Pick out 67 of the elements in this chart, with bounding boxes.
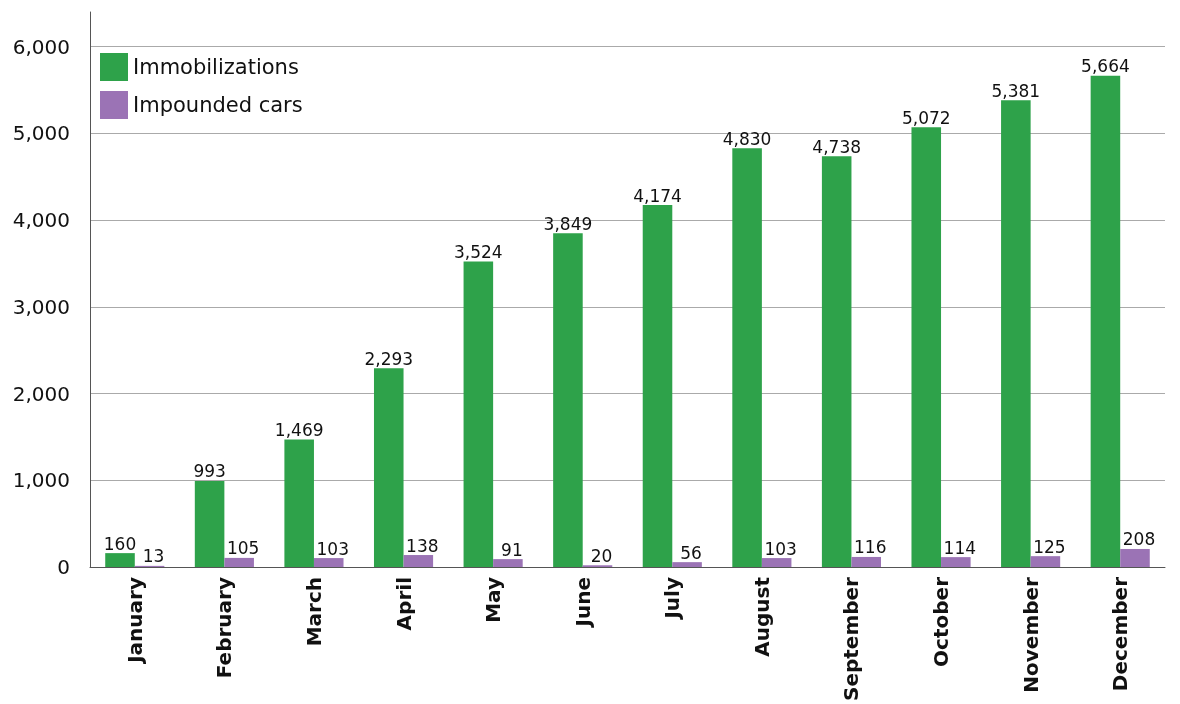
x-tick-label: February [212,577,237,679]
bar [642,205,673,568]
x-tick-label: November [1018,576,1043,693]
data-label: 3,524 [454,241,503,262]
bar [672,562,702,568]
data-label: 91 [501,539,523,560]
data-label: 5,072 [901,107,951,128]
x-tick-label: October [929,576,954,667]
bar [821,156,852,568]
data-label: 103 [316,538,349,559]
x-tick-label: May [481,577,506,623]
data-label: 5,664 [1081,56,1130,77]
data-label: 4,830 [722,128,772,149]
bar [284,439,314,568]
bar [493,559,523,568]
y-tick-label: 3,000 [12,294,70,319]
bar [761,558,792,568]
data-label: 114 [943,537,977,558]
data-label: 125 [1033,536,1066,557]
data-label: 56 [680,542,702,563]
bar [403,555,434,568]
bar [194,480,225,568]
bar [1120,548,1150,568]
data-label: 208 [1122,529,1156,550]
data-label: 2,293 [364,348,414,369]
data-label: 116 [854,537,887,558]
bar [851,556,882,568]
x-tick-label: September [839,576,864,702]
x-tick-label: April [391,577,416,631]
y-tick-label: 2,000 [12,381,70,406]
data-label: 4,174 [633,185,682,206]
data-label: 160 [103,533,137,554]
bar [463,261,494,568]
x-tick-label: August [749,576,774,657]
data-label: 138 [406,535,439,556]
bar [1090,75,1121,568]
y-tick-label: 6,000 [12,34,70,59]
y-tick-label: 5,000 [12,121,70,146]
bar [941,557,971,568]
x-tick-label: July [660,577,685,621]
data-label: 103 [764,538,797,559]
data-label: 20 [590,545,613,566]
bar [1001,100,1031,568]
y-tick-label: 0 [57,555,70,580]
legend-label: Immobilizations [133,55,299,79]
bar [911,127,942,568]
data-label: 4,738 [812,136,862,157]
data-label: 13 [142,546,165,567]
y-tick-label: 1,000 [12,468,70,493]
x-tick-label: January [122,577,147,665]
x-tick-label: June [570,577,595,629]
data-label: 1,469 [274,420,324,441]
data-label: 993 [193,461,226,482]
bar [1030,556,1061,568]
bar [313,558,344,568]
bar [553,233,583,568]
bar [732,148,762,568]
x-tick-label: March [301,577,326,647]
data-label: 3,849 [543,213,593,234]
y-tick-label: 4,000 [12,208,70,233]
data-label: 105 [226,538,260,559]
x-tick-label: December [1108,576,1133,692]
bar [224,557,254,568]
bar [373,368,404,568]
data-label: 5,381 [991,80,1041,101]
bar [105,553,135,568]
legend-label: Impounded cars [133,93,303,117]
